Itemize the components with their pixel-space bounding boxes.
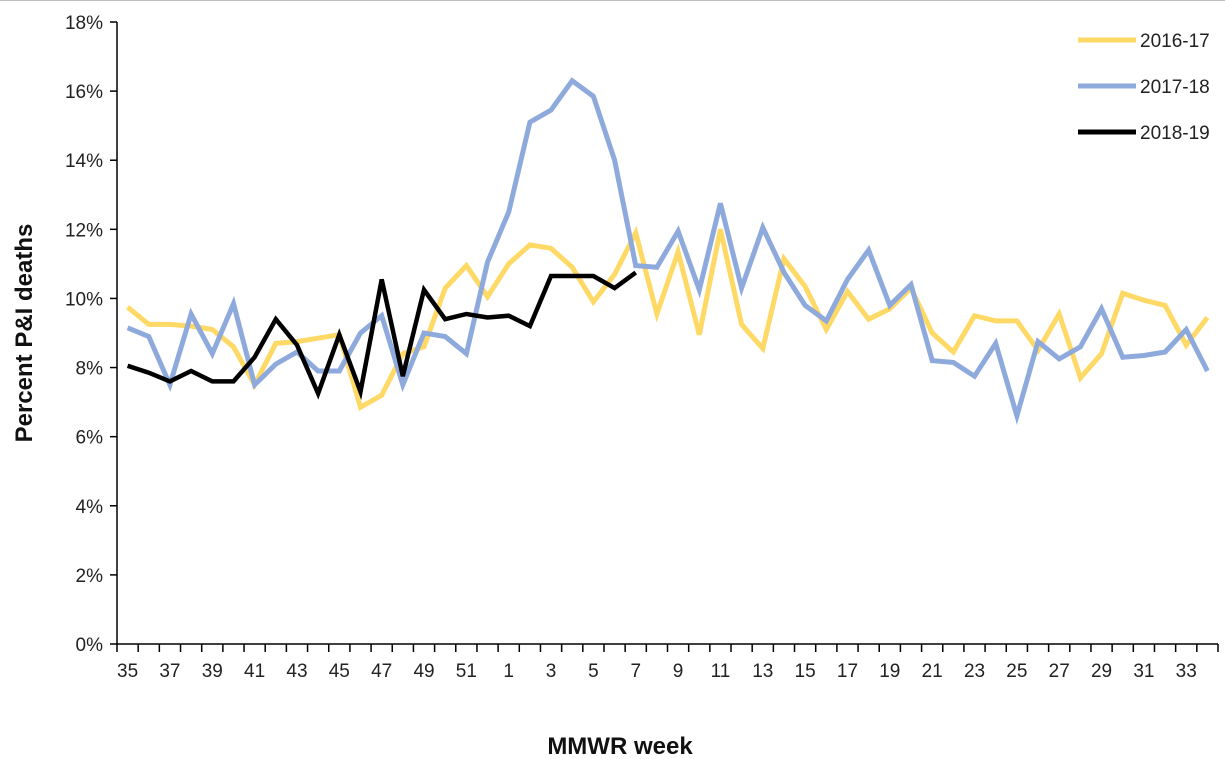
y-tick-label: 0% [76,635,104,656]
x-tick-label: 15 [795,661,816,682]
x-tick-label: 5 [588,661,599,682]
y-tick-label: 2% [76,566,104,587]
y-tick-label: 6% [76,428,104,449]
x-tick-label: 3 [546,661,557,682]
y-tick-label: 8% [76,359,104,380]
x-tick-label: 17 [837,661,858,682]
series-line-2017-18 [126,77,1210,425]
y-tick-label: 14% [65,151,103,172]
x-tick-label: 47 [371,661,392,682]
series-line-2018-19 [126,270,638,401]
y-axis-title: Percent P&I deaths [11,224,38,443]
x-tick-label: 39 [202,661,223,682]
x-tick-label: 7 [630,661,641,682]
y-tick-label: 16% [65,82,103,103]
x-tick-label: 21 [922,661,943,682]
series-layer [126,77,1210,425]
legend: 2016-17 2017-18 2018-19 [1078,31,1210,144]
x-tick-label: 49 [413,661,434,682]
x-tick-label: 45 [329,661,350,682]
x-tick-label: 51 [456,661,477,682]
x-tick-label: 43 [286,661,307,682]
x-tick-label: 13 [752,661,773,682]
x-tick-label: 29 [1091,661,1112,682]
x-tick-label: 11 [711,661,731,682]
series-line-2016-17 [126,225,1210,412]
y-tick-label: 4% [76,497,104,518]
x-tick-label: 27 [1049,661,1070,682]
x-tick-label: 25 [1006,661,1027,682]
top-border [0,0,1225,1]
x-tick-label: 33 [1176,661,1197,682]
y-tick-label: 18% [65,13,103,34]
legend-label-2016-17: 2016-17 [1140,31,1210,52]
x-tick-label: 19 [879,661,900,682]
x-tick-label: 35 [117,661,138,682]
x-tick-label: 41 [244,661,265,682]
y-axis: 0% 2% 4% 6% 8% 10% 12% 14% 16% 18% [65,13,118,656]
legend-label-2017-18: 2017-18 [1140,77,1210,98]
x-tick-label: 9 [673,661,684,682]
x-tick-label: 37 [159,661,180,682]
x-tick-label: 1 [503,661,514,682]
y-tick-label: 12% [65,220,103,241]
x-axis-title: MMWR week [547,733,693,759]
x-tick-label: 31 [1133,661,1154,682]
y-tick-label: 10% [65,289,103,310]
legend-label-2018-19: 2018-19 [1140,123,1210,144]
x-tick-label: 23 [964,661,985,682]
x-axis: 35 37 39 41 43 45 47 49 51 1 3 5 7 9 11 13 15 17 19 21 23 25 2… [116,643,1219,682]
